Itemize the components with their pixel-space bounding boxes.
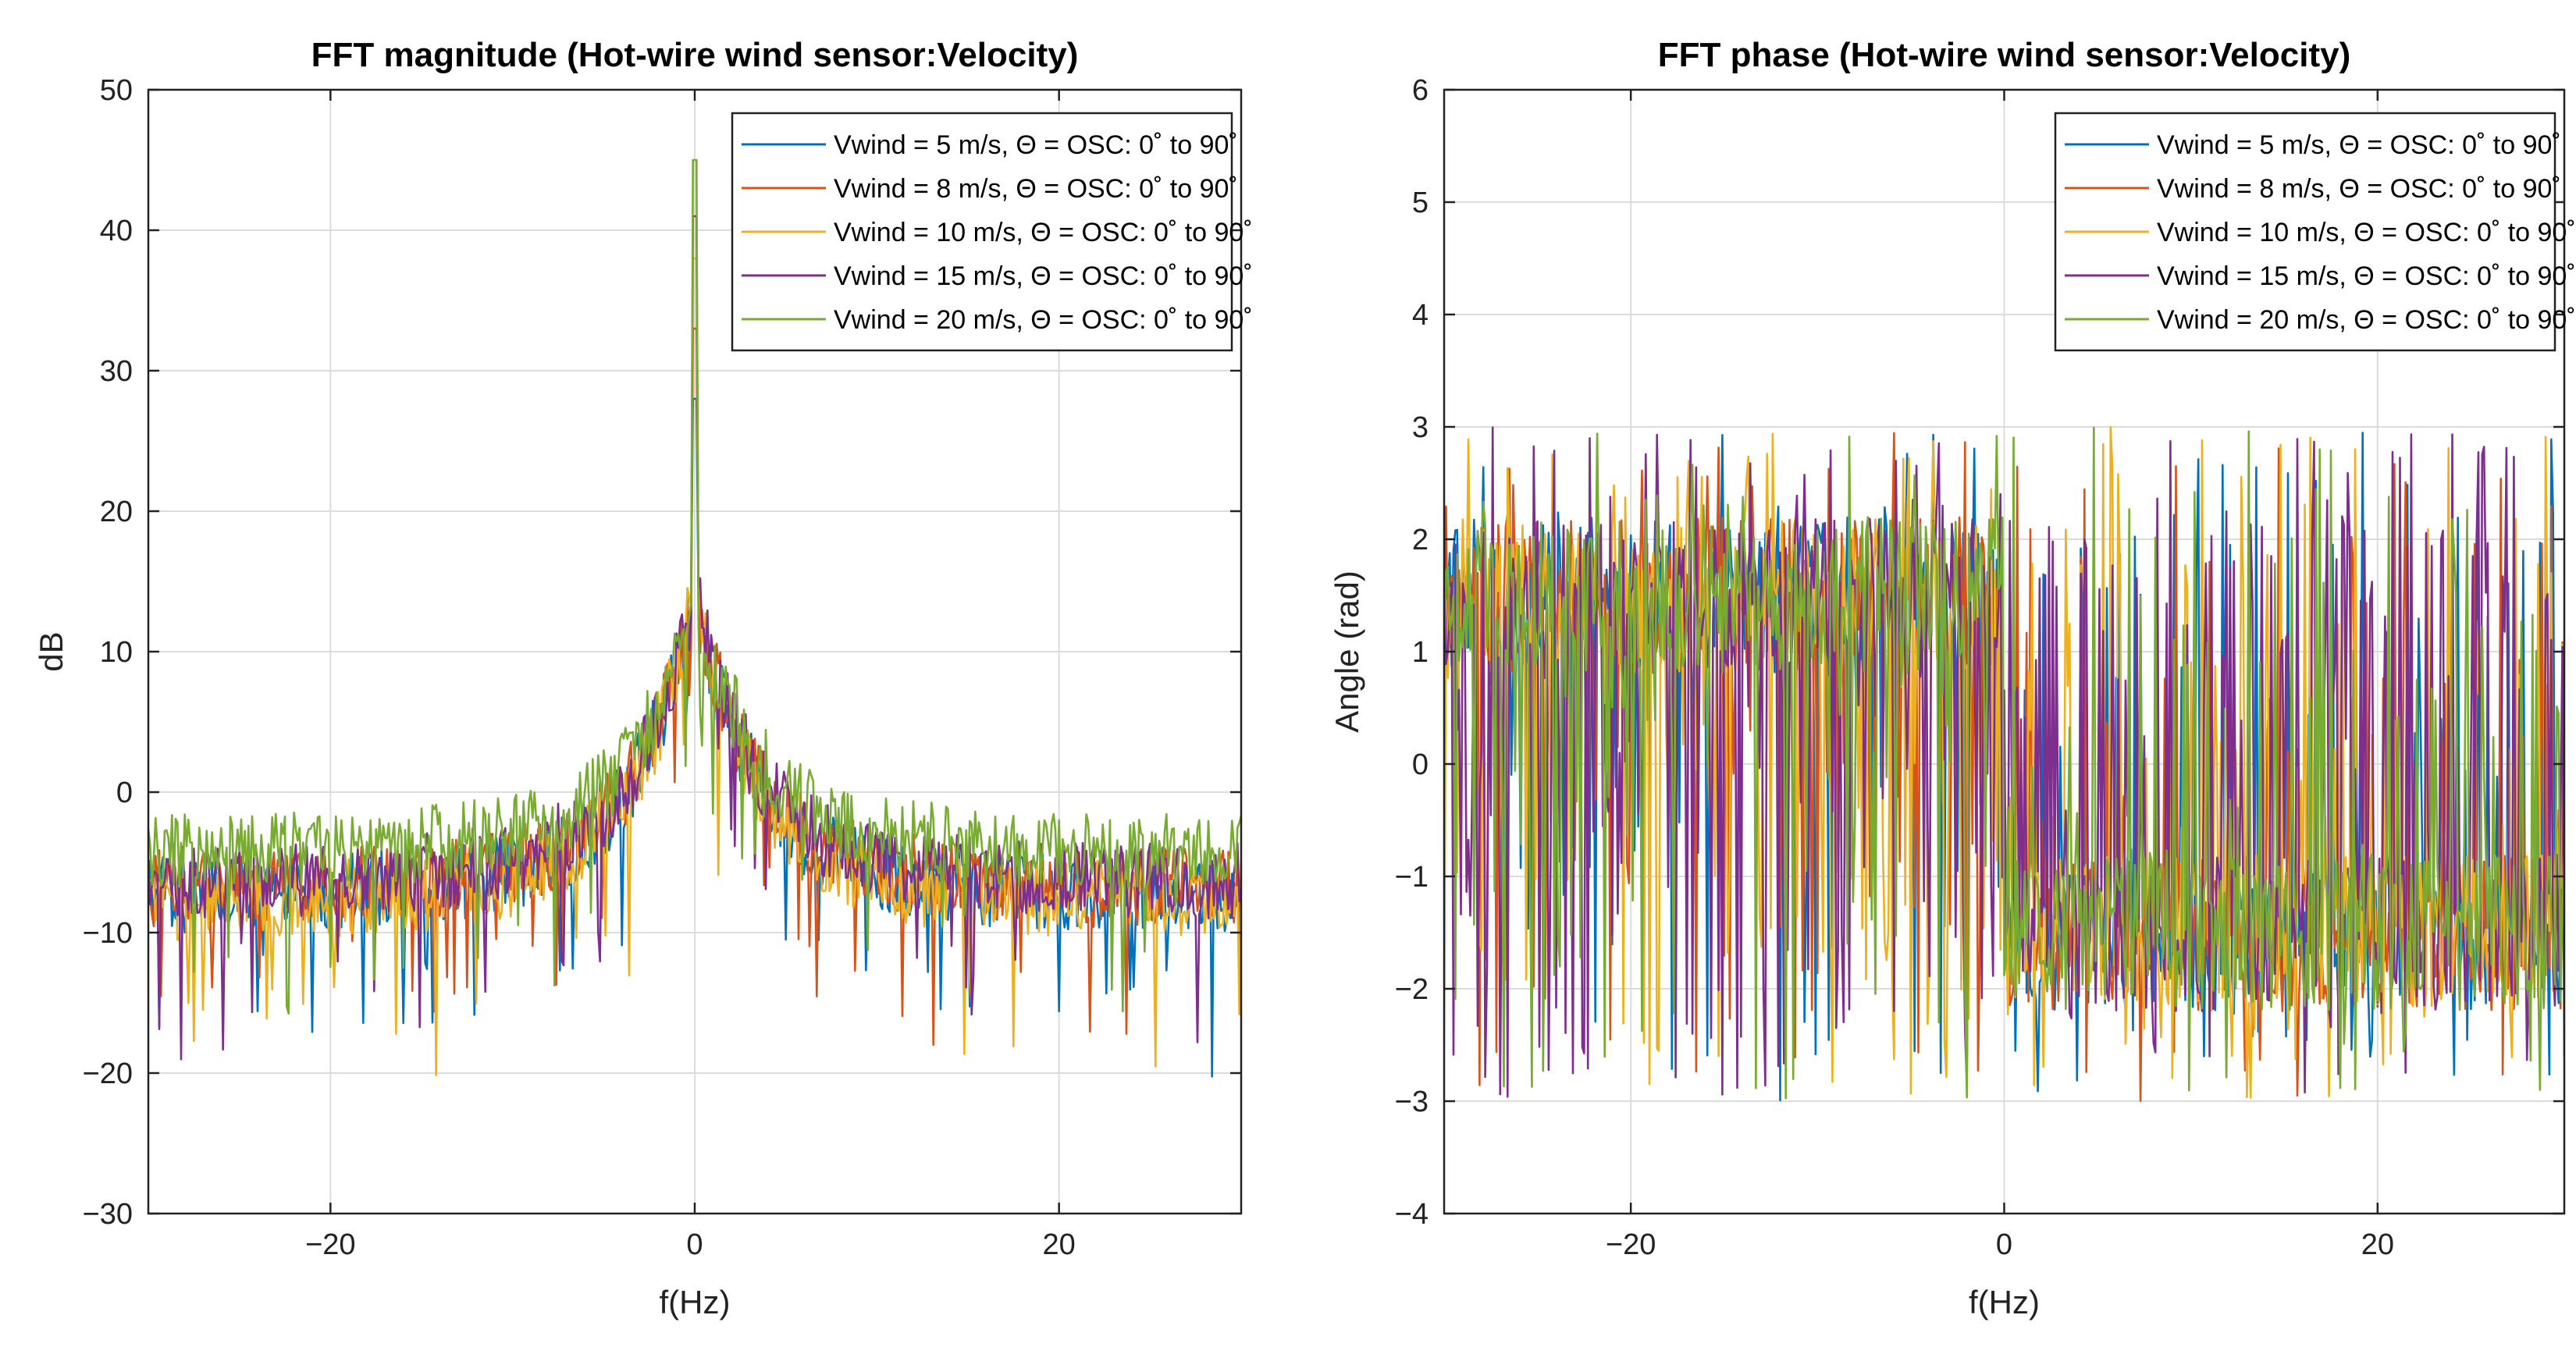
magnitude-y-tick-label: −10 [83,917,133,950]
phase-x-label: f(Hz) [1969,1284,2040,1320]
magnitude-legend-label: Vwind = 20 m/s, Θ = OSC: 0˚ to 90˚ [834,305,1253,335]
magnitude-legend-label: Vwind = 5 m/s, Θ = OSC: 0˚ to 90˚ [834,130,1238,160]
phase-ticks: −20 0 20 −4 −3 −2 −1 0 1 2 3 4 5 6 [1395,74,2564,1261]
phase-y-tick-label: 1 [1412,636,1429,669]
phase-legend-label: Vwind = 15 m/s, Θ = OSC: 0˚ to 90˚ [2157,261,2576,291]
phase-series [1444,425,2564,1102]
magnitude-legend-label: Vwind = 10 m/s, Θ = OSC: 0˚ to 90˚ [834,218,1253,247]
magnitude-y-tick-label: 50 [100,74,133,107]
phase-chart: −20 0 20 −4 −3 −2 −1 0 1 2 3 4 5 6 FFT phase (Hot-wir… [1329,36,2576,1320]
magnitude-y-tick-label: −30 [83,1198,133,1231]
phase-y-tick-label: −2 [1395,973,1429,1006]
magnitude-series-line-3 [148,257,1241,1076]
phase-y-label: Angle (rad) [1329,570,1365,733]
magnitude-legend-label: Vwind = 8 m/s, Θ = OSC: 0˚ to 90˚ [834,174,1238,204]
magnitude-legend: Vwind = 5 m/s, Θ = OSC: 0˚ to 90˚ Vwind =… [731,112,1253,352]
phase-x-tick-label: 20 [2361,1228,2394,1261]
magnitude-y-tick-label: 30 [100,355,133,388]
phase-legend-label: Vwind = 10 m/s, Θ = OSC: 0˚ to 90˚ [2157,218,2576,247]
phase-y-tick-label: 2 [1412,524,1429,556]
phase-x-tick-label: −20 [1606,1228,1656,1261]
magnitude-series [148,158,1241,1078]
phase-y-tick-label: 5 [1412,187,1429,219]
magnitude-title: FFT magnitude (Hot-wire wind sensor:Velo… [311,36,1079,74]
phase-y-tick-label: −1 [1395,861,1429,894]
phase-legend-label: Vwind = 5 m/s, Θ = OSC: 0˚ to 90˚ [2157,130,2561,160]
magnitude-x-tick-label: 0 [686,1228,703,1261]
phase-y-tick-label: −3 [1395,1086,1429,1118]
phase-y-tick-label: 6 [1412,74,1429,107]
phase-y-tick-label: −4 [1395,1198,1429,1231]
phase-legend-label: Vwind = 8 m/s, Θ = OSC: 0˚ to 90˚ [2157,174,2561,204]
magnitude-chart: −20 0 20 −30 −20 −10 0 10 20 30 40 50 FFT magnitude… [33,36,1253,1320]
phase-legend: Vwind = 5 m/s, Θ = OSC: 0˚ to 90˚ Vwind =… [2054,112,2576,352]
magnitude-series-line-5 [148,158,1241,1015]
magnitude-y-label: dB [33,631,69,671]
magnitude-legend-label: Vwind = 15 m/s, Θ = OSC: 0˚ to 90˚ [834,261,1253,291]
magnitude-x-tick-label: −20 [305,1228,355,1261]
phase-legend-label: Vwind = 20 m/s, Θ = OSC: 0˚ to 90˚ [2157,305,2576,335]
magnitude-x-tick-label: 20 [1043,1228,1076,1261]
magnitude-y-tick-label: 0 [116,777,133,809]
magnitude-y-tick-label: 40 [100,215,133,247]
magnitude-y-tick-label: −20 [83,1057,133,1090]
phase-x-tick-label: 0 [1996,1228,2012,1261]
phase-series-line-5 [1444,426,2564,1100]
phase-title: FFT phase (Hot-wire wind sensor:Velocity… [1658,36,2350,74]
magnitude-y-tick-label: 10 [100,636,133,669]
magnitude-x-label: f(Hz) [660,1284,731,1320]
magnitude-y-tick-label: 20 [100,496,133,528]
magnitude-ticks: −20 0 20 −30 −20 −10 0 10 20 30 40 50 [83,74,1241,1261]
phase-y-tick-label: 3 [1412,411,1429,444]
phase-y-tick-label: 0 [1412,748,1429,781]
phase-y-tick-label: 4 [1412,299,1429,332]
